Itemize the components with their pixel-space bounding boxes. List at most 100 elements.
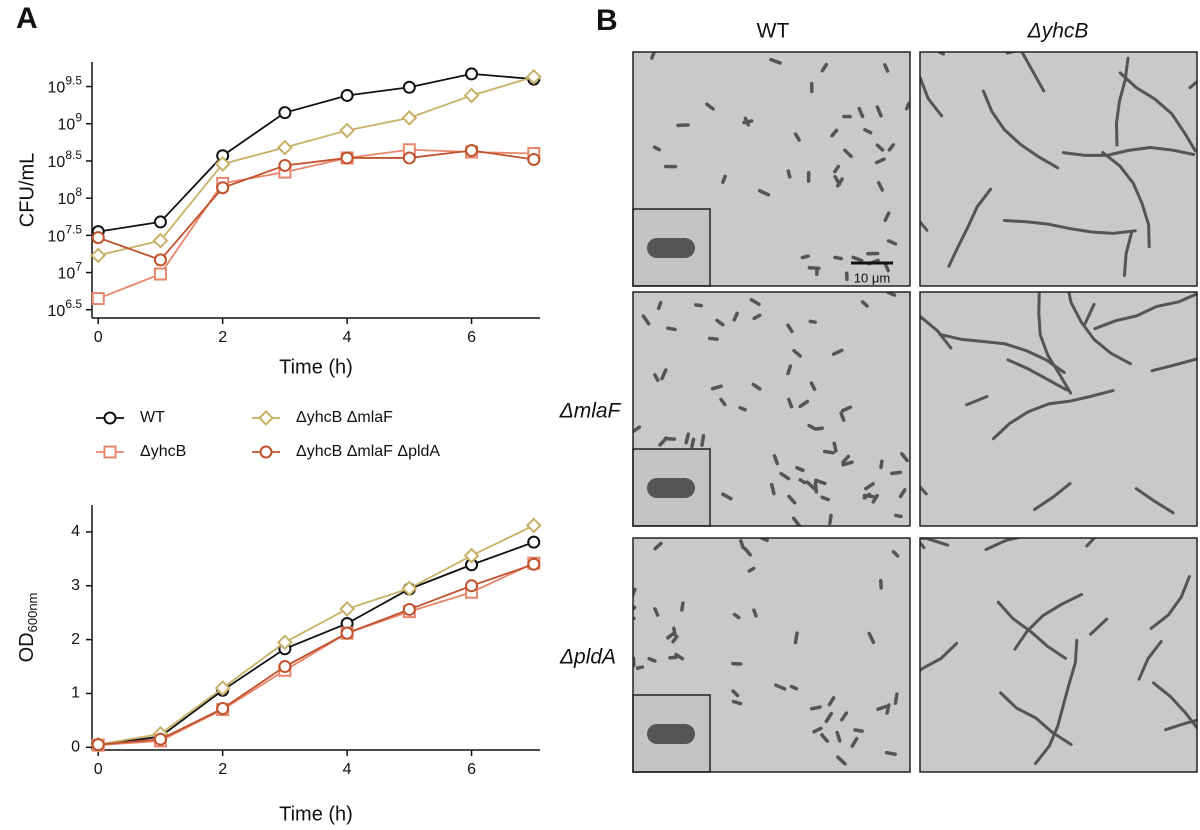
y-tick-label: 107.5 bbox=[48, 223, 83, 246]
cell bbox=[772, 454, 780, 466]
marker bbox=[258, 410, 274, 426]
cell bbox=[885, 703, 891, 715]
marker bbox=[465, 67, 479, 81]
marker bbox=[339, 122, 356, 139]
cell bbox=[864, 482, 875, 491]
marker bbox=[463, 87, 480, 104]
marker bbox=[401, 109, 418, 126]
cell bbox=[820, 62, 829, 73]
filament bbox=[981, 89, 1060, 170]
marker bbox=[278, 106, 292, 120]
cell bbox=[824, 711, 834, 724]
marker bbox=[276, 634, 293, 651]
filament bbox=[965, 395, 989, 407]
series-line bbox=[98, 72, 534, 233]
cell bbox=[833, 164, 841, 174]
filament bbox=[1137, 640, 1163, 681]
x-tick-label: 2 bbox=[218, 329, 227, 346]
cell bbox=[633, 425, 642, 434]
legend-item: ΔyhcB ΔmlaF bbox=[252, 409, 393, 426]
filament bbox=[1150, 357, 1197, 373]
cell bbox=[831, 348, 844, 356]
series-line bbox=[98, 563, 535, 746]
cell bbox=[721, 492, 733, 501]
y-tick-label: 109.5 bbox=[48, 74, 83, 97]
marker bbox=[340, 88, 354, 102]
tick-base: 10 bbox=[58, 117, 76, 134]
marker bbox=[153, 267, 167, 281]
filament bbox=[1083, 302, 1096, 326]
cell bbox=[795, 466, 805, 473]
marker bbox=[527, 557, 541, 571]
legend-label: ΔyhcB bbox=[140, 443, 186, 460]
cell bbox=[841, 460, 854, 467]
marker bbox=[402, 151, 416, 165]
cell bbox=[658, 436, 669, 447]
micrograph-bg bbox=[920, 292, 1197, 526]
series-line bbox=[97, 149, 534, 261]
marker bbox=[402, 602, 416, 616]
cells bbox=[920, 52, 1197, 278]
filament bbox=[1002, 219, 1137, 235]
filament bbox=[1013, 592, 1084, 651]
marker bbox=[103, 445, 117, 459]
marker bbox=[401, 580, 418, 597]
cell bbox=[840, 405, 853, 413]
cell bbox=[807, 266, 821, 271]
cell bbox=[835, 730, 842, 743]
cell bbox=[833, 255, 844, 261]
filament bbox=[1093, 292, 1197, 331]
cell bbox=[705, 102, 715, 111]
y-label-text: OD bbox=[16, 632, 38, 662]
cell bbox=[694, 303, 703, 308]
cell bbox=[793, 631, 799, 645]
cell bbox=[800, 254, 810, 260]
series-line bbox=[98, 524, 535, 746]
cell bbox=[808, 319, 817, 324]
x-tick-label: 2 bbox=[218, 761, 227, 778]
micrograph-frame bbox=[919, 291, 1198, 527]
filament bbox=[1034, 638, 1079, 765]
cell bbox=[863, 127, 873, 135]
x-tick-label: 6 bbox=[467, 761, 476, 778]
cells bbox=[633, 292, 909, 526]
cell bbox=[752, 313, 762, 321]
marker bbox=[216, 702, 230, 716]
cell bbox=[894, 513, 903, 519]
cell bbox=[665, 631, 676, 640]
marker bbox=[153, 215, 167, 229]
cell bbox=[647, 656, 657, 663]
cell bbox=[862, 492, 872, 500]
cell bbox=[860, 300, 869, 308]
cell bbox=[674, 652, 685, 661]
cell bbox=[769, 482, 776, 496]
cell bbox=[653, 541, 663, 551]
cell bbox=[871, 493, 879, 504]
micrograph bbox=[632, 51, 911, 287]
filament bbox=[1037, 292, 1073, 395]
marker bbox=[152, 232, 169, 249]
cell bbox=[789, 684, 799, 691]
marker bbox=[525, 68, 542, 85]
marker bbox=[276, 139, 293, 156]
marker bbox=[90, 247, 107, 264]
filament bbox=[1101, 150, 1151, 249]
cell bbox=[787, 397, 794, 409]
x-axis-label: Time (h) bbox=[279, 803, 353, 825]
marker bbox=[153, 732, 167, 746]
filament bbox=[1114, 56, 1130, 147]
micrograph-frame bbox=[632, 51, 911, 287]
y-tick-label: 108 bbox=[58, 185, 83, 208]
filament bbox=[1134, 487, 1175, 515]
cell bbox=[747, 566, 756, 573]
y-tick-label: 0 bbox=[71, 739, 80, 756]
cells bbox=[920, 538, 1197, 765]
cell bbox=[650, 52, 656, 60]
cell bbox=[671, 634, 679, 644]
tick-exponent: 7.5 bbox=[65, 223, 82, 237]
micrograph-frame bbox=[919, 537, 1198, 773]
cell bbox=[719, 397, 727, 407]
marker bbox=[278, 158, 292, 172]
marker bbox=[91, 738, 105, 752]
filament bbox=[1118, 71, 1197, 153]
